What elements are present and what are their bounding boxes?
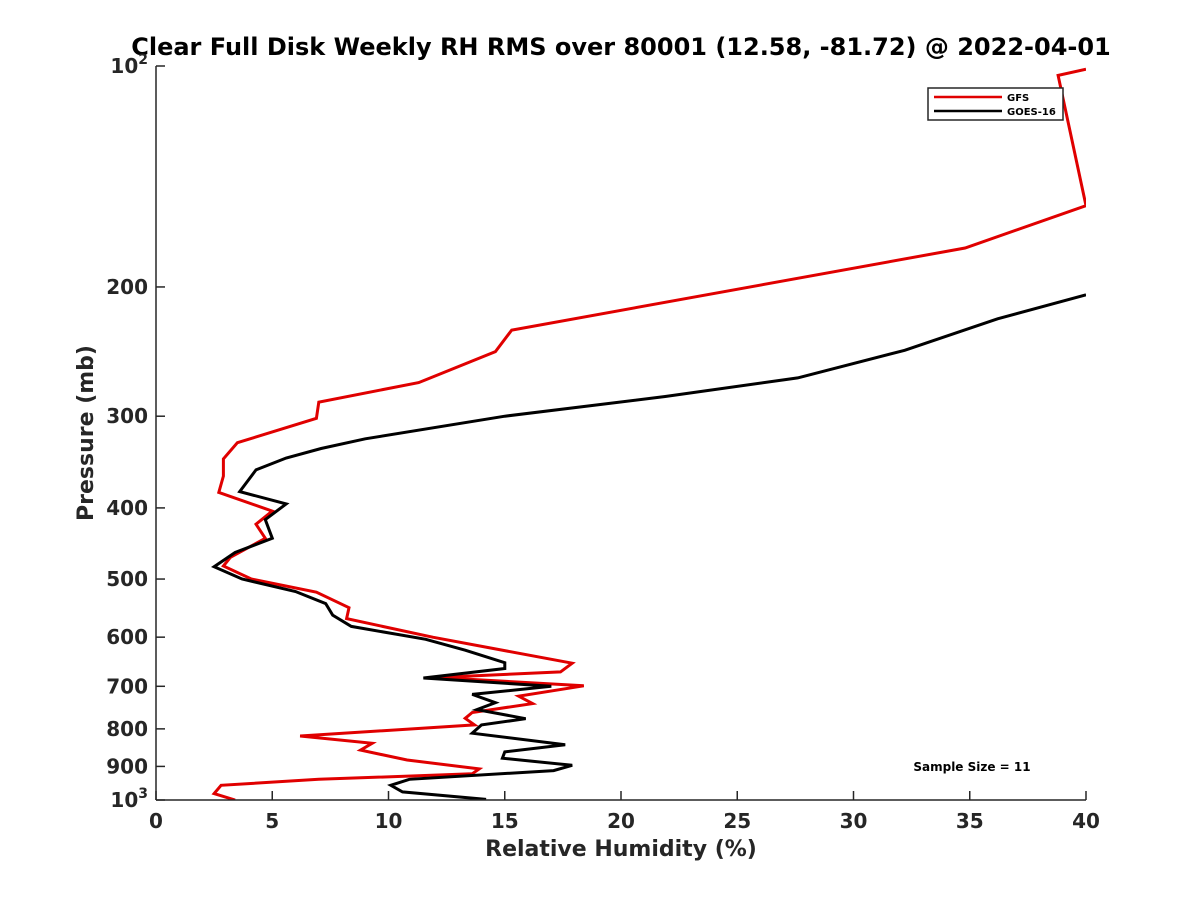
axes xyxy=(155,66,1086,801)
legend-label-gfs: GFS xyxy=(1007,93,1029,104)
x-tick-label: 10 xyxy=(375,809,403,833)
y-tick-label: 200 xyxy=(106,275,148,299)
y-tick-label: 500 xyxy=(106,567,148,591)
x-tick-label: 25 xyxy=(723,809,751,833)
x-tick-label: 15 xyxy=(491,809,519,833)
sample-size-annotation: Sample Size = 11 xyxy=(913,760,1030,774)
y-tick-label: 800 xyxy=(106,717,148,741)
series-line-gfs xyxy=(211,67,1086,800)
x-tick-label: 30 xyxy=(840,809,868,833)
y-tick-label: 600 xyxy=(106,625,148,649)
x-tick-label: 40 xyxy=(1072,809,1100,833)
x-axis-label: Relative Humidity (%) xyxy=(485,837,757,862)
series-layer xyxy=(211,67,1086,800)
x-tick-label: 5 xyxy=(265,809,279,833)
x-tick-label: 0 xyxy=(149,809,163,833)
legend-box xyxy=(927,87,1064,121)
series-line-goes-16 xyxy=(211,293,1086,800)
y-tick-label: 400 xyxy=(106,496,148,520)
chart-title: Clear Full Disk Weekly RH RMS over 80001… xyxy=(131,33,1111,61)
y-tick-label: 300 xyxy=(106,404,148,428)
y-tick-label: 900 xyxy=(106,754,148,778)
y-tick-label: 103 xyxy=(110,786,148,812)
y-axis-label: Pressure (mb) xyxy=(74,345,99,521)
y-tick-label: 102 xyxy=(110,52,148,78)
x-tick-label: 20 xyxy=(607,809,635,833)
y-tick-label: 700 xyxy=(106,674,148,698)
x-axis-ticks: 0 5 10 15 20 25 30 35 40 xyxy=(149,791,1100,833)
legend-label-goes-16: GOES-16 xyxy=(1007,107,1056,118)
y-axis-ticks: 102 200 300 400 500 600 700 800 900 103 xyxy=(106,52,165,812)
legend: GFS GOES-16 xyxy=(927,87,1064,121)
x-tick-label: 35 xyxy=(956,809,984,833)
